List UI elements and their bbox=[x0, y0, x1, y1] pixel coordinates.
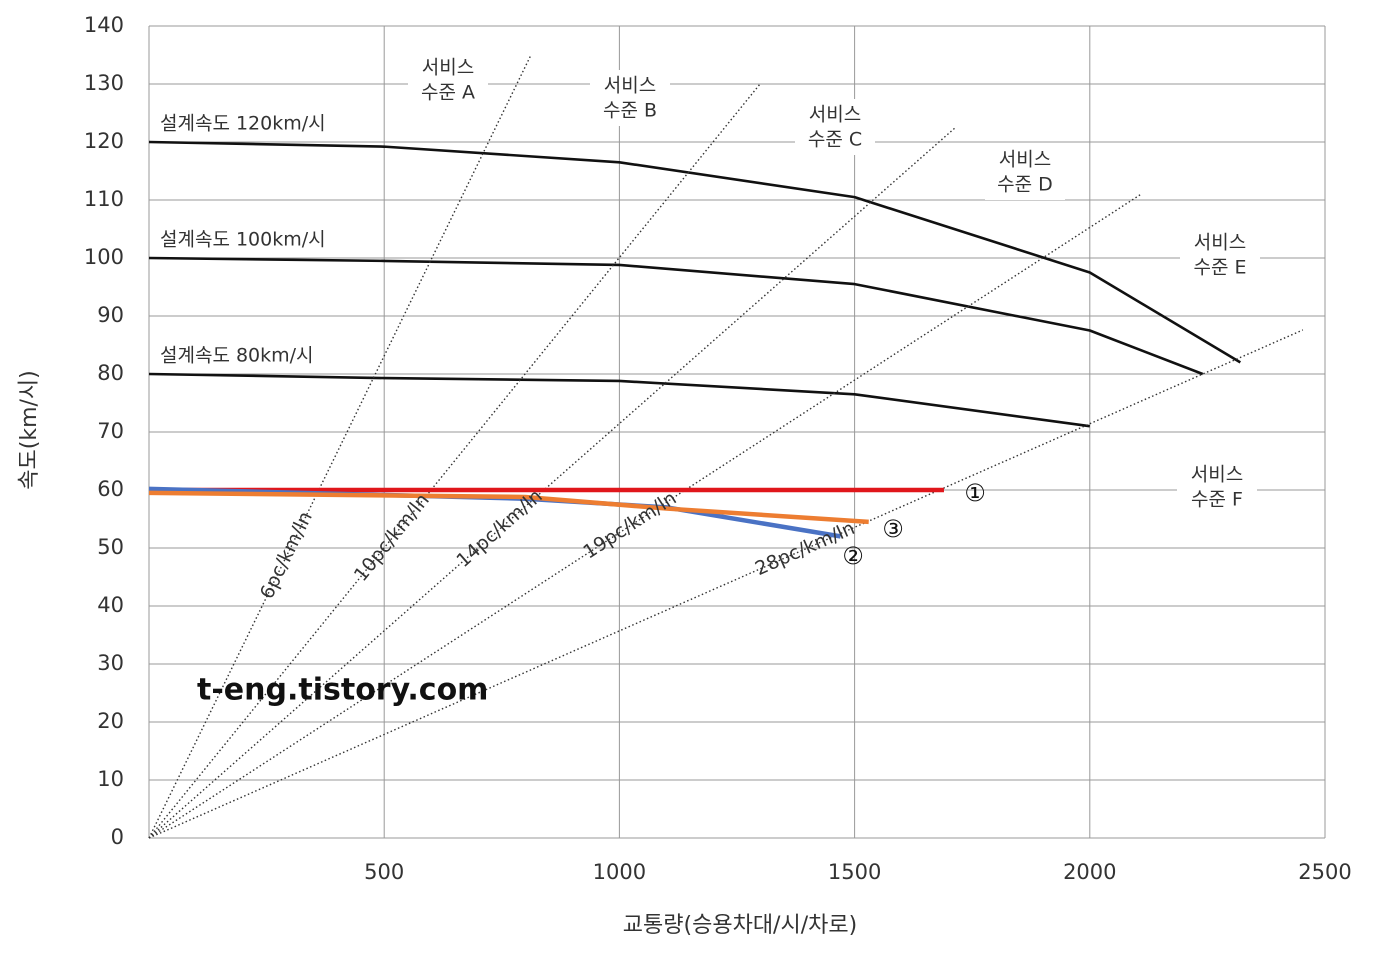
series-line bbox=[148, 140, 1241, 364]
x-tick-label: 1000 bbox=[593, 860, 646, 884]
y-tick-label: 80 bbox=[97, 361, 124, 385]
los-label-bg bbox=[795, 99, 875, 155]
los-label: 서비스 bbox=[809, 104, 861, 126]
y-tick-label: 120 bbox=[84, 129, 124, 153]
los-label-bg bbox=[590, 70, 670, 126]
y-tick-label: 140 bbox=[84, 13, 124, 37]
watermark: t-eng.tistory.com bbox=[197, 673, 488, 708]
y-tick-label: 130 bbox=[84, 71, 124, 95]
series-label: 설계속도 100km/시 bbox=[160, 229, 326, 251]
los-label-bg bbox=[1180, 227, 1260, 283]
los-label: 수준 F bbox=[1191, 489, 1243, 511]
density-label: 19pc/km/ln bbox=[579, 487, 680, 563]
series-line bbox=[148, 83, 761, 839]
density-label: 10pc/km/ln bbox=[350, 489, 434, 585]
x-tick-label: 2500 bbox=[1298, 860, 1351, 884]
series-label: 설계속도 120km/시 bbox=[160, 113, 326, 135]
los-label: 서비스 bbox=[422, 57, 474, 79]
series-line bbox=[148, 54, 532, 839]
los-label: 수준 C bbox=[808, 129, 862, 151]
y-tick-label: 90 bbox=[97, 303, 124, 327]
y-tick-label: 40 bbox=[97, 593, 124, 617]
x-tick-label: 1500 bbox=[828, 860, 881, 884]
x-axis-label: 교통량(승용차대/시/차로) bbox=[623, 913, 857, 938]
y-tick-label: 50 bbox=[97, 535, 124, 559]
x-tick-label: 2000 bbox=[1063, 860, 1116, 884]
y-tick-label: 30 bbox=[97, 651, 124, 675]
los-label: 수준 B bbox=[603, 100, 657, 122]
series-line bbox=[148, 256, 1204, 376]
los-label: 수준 E bbox=[1193, 257, 1246, 279]
y-tick-label: 100 bbox=[84, 245, 124, 269]
y-tick-label: 0 bbox=[111, 825, 124, 849]
series-line bbox=[148, 372, 1090, 428]
y-tick-label: 60 bbox=[97, 477, 124, 501]
series-line bbox=[148, 329, 1304, 839]
series-line bbox=[148, 194, 1141, 839]
series-line bbox=[148, 127, 956, 839]
line-marker-label: ① bbox=[964, 479, 986, 507]
y-tick-label: 70 bbox=[97, 419, 124, 443]
los-label: 서비스 bbox=[999, 149, 1051, 171]
y-tick-label: 20 bbox=[97, 709, 124, 733]
los-label: 서비스 bbox=[1191, 464, 1243, 486]
line-marker-label: ③ bbox=[882, 515, 904, 543]
los-label-bg bbox=[985, 144, 1065, 200]
y-axis-label: 속도(km/시) bbox=[17, 370, 42, 489]
los-label: 수준 D bbox=[997, 174, 1053, 196]
los-label: 서비스 bbox=[604, 75, 656, 97]
y-tick-label: 110 bbox=[84, 187, 124, 211]
los-label-bg bbox=[1177, 459, 1257, 515]
los-label: 서비스 bbox=[1194, 232, 1246, 254]
y-tick-label: 10 bbox=[97, 767, 124, 791]
series-line bbox=[148, 490, 869, 525]
density-label: 6pc/km/ln bbox=[256, 508, 317, 602]
x-tick-label: 500 bbox=[364, 860, 404, 884]
los-label-bg bbox=[408, 52, 488, 108]
series-label: 설계속도 80km/시 bbox=[160, 345, 314, 367]
los-label: 수준 A bbox=[421, 82, 475, 104]
line-marker-label: ② bbox=[842, 542, 864, 570]
